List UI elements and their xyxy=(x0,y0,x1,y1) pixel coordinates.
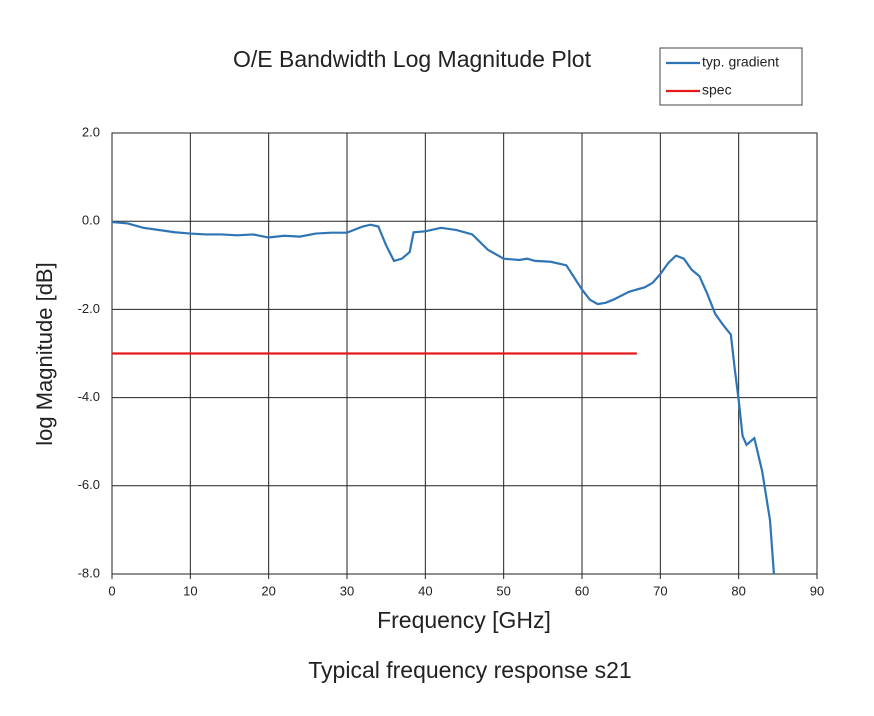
x-tick-label: 30 xyxy=(340,583,354,598)
chart-title: O/E Bandwidth Log Magnitude Plot xyxy=(233,46,592,72)
y-tick-label: -8.0 xyxy=(78,565,100,580)
y-tick-label: -2.0 xyxy=(78,301,100,316)
x-tick-label: 60 xyxy=(575,583,589,598)
x-tick-label: 90 xyxy=(810,583,824,598)
legend-label: spec xyxy=(702,82,732,98)
x-tick-label: 50 xyxy=(496,583,510,598)
x-tick-label: 40 xyxy=(418,583,432,598)
y-tick-label: -6.0 xyxy=(78,477,100,492)
y-tick-label: -4.0 xyxy=(78,389,100,404)
x-tick-label: 80 xyxy=(731,583,745,598)
x-tick-label: 10 xyxy=(183,583,197,598)
legend-label: typ. gradient xyxy=(702,54,779,70)
x-axis-label: Frequency [GHz] xyxy=(377,607,551,633)
y-axis-label: log Magnitude [dB] xyxy=(32,262,57,445)
legend-box xyxy=(659,47,803,106)
x-tick-label: 70 xyxy=(653,583,667,598)
y-tick-label: 0.0 xyxy=(82,213,100,228)
caption: Typical frequency response s21 xyxy=(308,657,631,683)
x-tick-label: 0 xyxy=(108,583,115,598)
x-tick-label: 20 xyxy=(261,583,275,598)
line-series xyxy=(111,220,776,575)
y-tick-label: 2.0 xyxy=(82,124,100,139)
